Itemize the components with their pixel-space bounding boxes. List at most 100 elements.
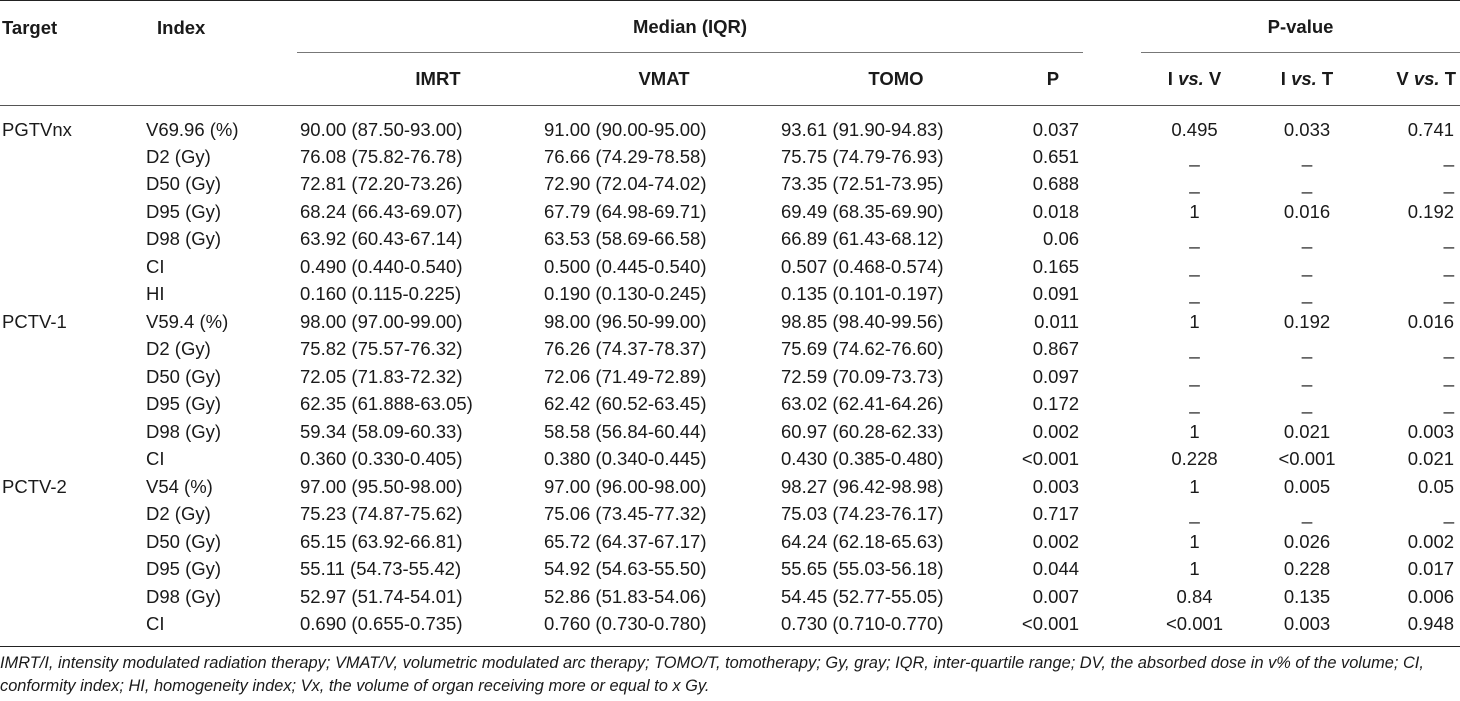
header-p: P — [1046, 68, 1060, 89]
cell-index: V69.96 (%) — [146, 118, 239, 140]
cell-imrt: 62.35 (61.888-63.05) — [300, 393, 473, 415]
cell-v-vs-t: _ — [1443, 503, 1455, 525]
header-i-vs-v: I vs. V — [1167, 68, 1222, 89]
cell-tomo: 0.730 (0.710-0.770) — [779, 610, 1013, 647]
header-index: Index — [157, 17, 206, 38]
cell-index: V54 (%) — [146, 475, 213, 497]
cell-gap — [1083, 226, 1141, 254]
cell-imrt: 52.97 (51.74-54.01) — [300, 585, 463, 607]
cell-v-vs-t: _ — [1443, 338, 1455, 360]
cell-v-vs-t: 0.05 — [1418, 475, 1455, 497]
table-body: PGTVnx V69.96 (%) 90.00 (87.50-93.00) 91.00… — [0, 106, 1460, 647]
cell-imrt: 68.24 (66.43-69.07) — [300, 200, 463, 222]
cell-index: V59.4 (%) — [146, 310, 229, 332]
header-median-iqr: Median (IQR) — [297, 0, 1084, 53]
cell-index: HI — [146, 283, 165, 305]
cell-i-vs-t: 0.005 — [1283, 475, 1331, 497]
cell-p: 0.717 — [1032, 503, 1080, 525]
cell-i-vs-v: 0.84 — [1176, 585, 1213, 607]
table-footnote: IMRT/I, intensity modulated radiation th… — [0, 654, 1424, 695]
cell-i-vs-v: _ — [1189, 255, 1200, 277]
table-row: D2 (Gy) 75.23 (74.87-75.62) 75.06 (73.45-7… — [0, 501, 1460, 529]
cell-i-vs-v: _ — [1189, 145, 1200, 167]
cell-target — [0, 391, 135, 419]
cell-index: D98 (Gy) — [146, 228, 222, 250]
cell-imrt: 72.81 (72.20-73.26) — [300, 173, 463, 195]
header-row-1: Target Index Median (IQR) P-value — [0, 0, 1460, 53]
cell-imrt: 76.08 (75.82-76.78) — [300, 145, 463, 167]
cell-gap — [1083, 391, 1141, 419]
cell-i-vs-v: 1 — [1189, 530, 1200, 552]
cell-i-vs-v: 1 — [1189, 558, 1200, 580]
cell-gap — [1083, 308, 1141, 336]
cell-target — [0, 171, 135, 199]
table-row: D95 (Gy) 55.11 (54.73-55.42) 54.92 (54.63-… — [0, 556, 1460, 584]
cell-v-vs-t: _ — [1443, 365, 1455, 387]
cell-vmat: 72.06 (71.49-72.89) — [544, 365, 707, 387]
cell-vmat: 0.500 (0.445-0.540) — [544, 255, 707, 277]
table-row: D95 (Gy) 62.35 (61.888-63.05) 62.42 (60.52… — [0, 391, 1460, 419]
cell-vmat: 72.90 (72.04-74.02) — [544, 173, 707, 195]
cell-p: 0.002 — [1032, 530, 1080, 552]
cell-v-vs-t: 0.741 — [1407, 118, 1455, 140]
cell-target — [0, 528, 135, 556]
cell-v-vs-t: 0.016 — [1407, 310, 1455, 332]
cell-i-vs-v: 1 — [1189, 310, 1200, 332]
cell-index: D95 (Gy) — [146, 558, 222, 580]
header-tomo: TOMO — [868, 68, 924, 89]
cell-tomo: 55.65 (55.03-56.18) — [781, 558, 944, 580]
cell-imrt: 0.160 (0.115-0.225) — [300, 283, 462, 305]
cell-gap — [1083, 473, 1141, 501]
cell-v-vs-t: 0.192 — [1407, 200, 1455, 222]
cell-vmat: 65.72 (64.37-67.17) — [544, 530, 707, 552]
cell-p: <0.001 — [1021, 448, 1080, 470]
cell-gap — [1083, 556, 1141, 584]
cell-index: CI — [146, 255, 165, 277]
cell-i-vs-v: _ — [1189, 338, 1200, 360]
table-row: D2 (Gy) 75.82 (75.57-76.32) 76.26 (74.37-7… — [0, 336, 1460, 364]
cell-i-vs-v: 1 — [1189, 420, 1200, 442]
cell-vmat: 75.06 (73.45-77.32) — [544, 503, 707, 525]
cell-v-vs-t: _ — [1443, 145, 1455, 167]
cell-index: D50 (Gy) — [146, 530, 222, 552]
cell-v-vs-t: 0.948 — [1366, 610, 1460, 647]
cell-i-vs-t: _ — [1301, 283, 1313, 305]
cell-i-vs-v: _ — [1189, 173, 1200, 195]
table-row: HI 0.160 (0.115-0.225) 0.190 (0.130-0.245)… — [0, 281, 1460, 309]
cell-imrt: 90.00 (87.50-93.00) — [300, 118, 463, 140]
dosimetry-table: Target Index Median (IQR) P-value IMRT V… — [0, 0, 1460, 647]
cell-i-vs-v: _ — [1189, 365, 1200, 387]
cell-imrt: 75.82 (75.57-76.32) — [300, 338, 463, 360]
cell-tomo: 98.27 (96.42-98.98) — [781, 475, 944, 497]
cell-tomo: 75.75 (74.79-76.93) — [781, 145, 944, 167]
cell-vmat: 76.66 (74.29-78.58) — [544, 145, 707, 167]
cell-v-vs-t: _ — [1443, 255, 1455, 277]
cell-vmat: 76.26 (74.37-78.37) — [544, 338, 707, 360]
cell-tomo: 0.135 (0.101-0.197) — [781, 283, 944, 305]
cell-gap — [1083, 528, 1141, 556]
cell-p: 0.002 — [1032, 420, 1080, 442]
cell-tomo: 60.97 (60.28-62.33) — [781, 420, 944, 442]
cell-vmat: 54.92 (54.63-55.50) — [544, 558, 707, 580]
cell-i-vs-t: _ — [1301, 255, 1313, 277]
cell-p: 0.037 — [1032, 118, 1080, 140]
table-row: D98 (Gy) 52.97 (51.74-54.01) 52.86 (51.83-… — [0, 583, 1460, 611]
cell-v-vs-t: _ — [1443, 393, 1455, 415]
cell-vmat: 52.86 (51.83-54.06) — [544, 585, 707, 607]
header-target: Target — [2, 17, 58, 38]
cell-tomo: 54.45 (52.77-55.05) — [781, 585, 944, 607]
cell-i-vs-t: 0.003 — [1248, 610, 1367, 647]
cell-index: D95 (Gy) — [146, 200, 222, 222]
cell-i-vs-t: 0.033 — [1283, 118, 1331, 140]
cell-index: D50 (Gy) — [146, 365, 222, 387]
table-row: CI 0.490 (0.440-0.540) 0.500 (0.445-0.540)… — [0, 253, 1460, 281]
table-row: D50 (Gy) 72.81 (72.20-73.26) 72.90 (72.04-… — [0, 171, 1460, 199]
cell-tomo: 93.61 (91.90-94.83) — [781, 118, 944, 140]
header-imrt: IMRT — [415, 68, 461, 89]
cell-p: 0.003 — [1032, 475, 1080, 497]
cell-tomo: 75.69 (74.62-76.60) — [781, 338, 944, 360]
cell-vmat: 67.79 (64.98-69.71) — [544, 200, 707, 222]
cell-imrt: 0.690 (0.655-0.735) — [297, 610, 539, 647]
cell-i-vs-t: _ — [1301, 145, 1313, 167]
cell-p: 0.651 — [1032, 145, 1080, 167]
